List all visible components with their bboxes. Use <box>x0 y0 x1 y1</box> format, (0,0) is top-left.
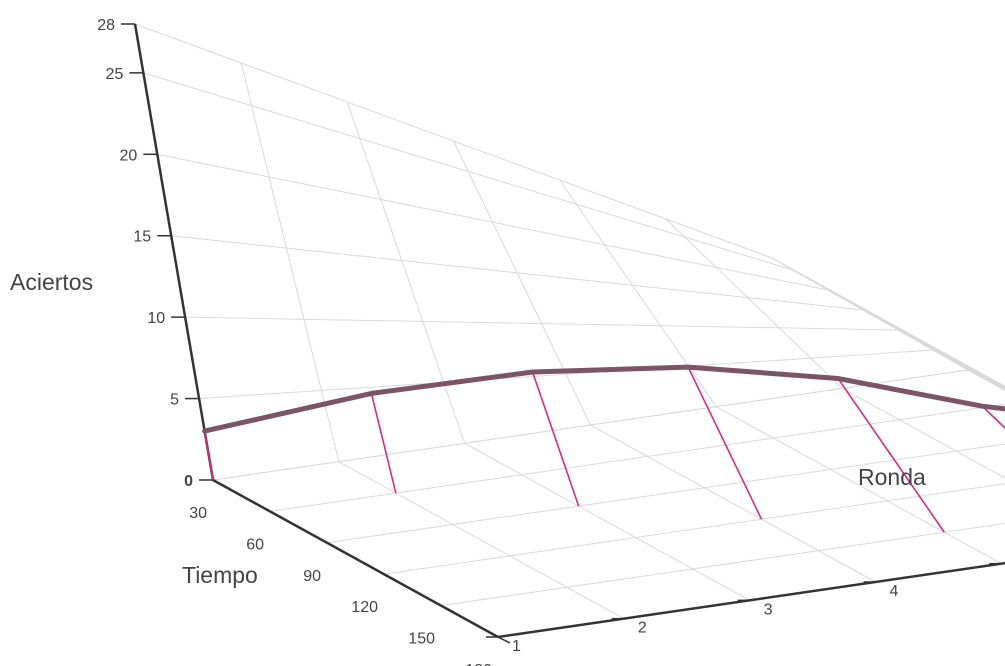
floor-grid-line <box>338 461 625 620</box>
z-tick-label: 20 <box>119 147 137 164</box>
grid-layer <box>134 23 1005 638</box>
x-tick-label: 90 <box>303 568 321 585</box>
x-tick <box>326 542 340 550</box>
y-tick-label: 3 <box>764 601 773 618</box>
series-line <box>202 364 1005 434</box>
wall-grid-line <box>346 101 466 444</box>
x-tick-label: 180 <box>465 662 492 666</box>
y-axis-title: Ronda <box>858 464 926 490</box>
z-tick-label: 15 <box>133 229 151 246</box>
drop-line-layer <box>203 366 1005 533</box>
z-axis-line <box>133 23 215 481</box>
x-tick <box>269 510 283 519</box>
x-tick-label: 150 <box>408 631 435 648</box>
x-tick-label: 60 <box>246 536 264 553</box>
drop-line <box>531 371 580 507</box>
floor-grid-line <box>590 424 876 583</box>
floor-grid-line <box>497 562 1005 638</box>
wall-grid-line <box>827 289 1005 389</box>
drop-line <box>837 378 945 533</box>
axis-layer <box>121 23 1005 644</box>
wall-grid-line <box>828 288 1005 391</box>
y-tick-label: 4 <box>890 583 899 600</box>
floor-grid-line <box>440 522 1005 607</box>
y-tick-label: 2 <box>638 620 647 637</box>
x-tick-label: 120 <box>351 599 378 616</box>
x-tick <box>383 573 397 581</box>
x-tick <box>440 604 454 613</box>
z-tick-label: 28 <box>97 17 115 34</box>
wall-grid-line <box>999 383 1005 388</box>
floor-grid-line <box>841 387 1005 479</box>
y-tick-label: 1 <box>512 638 521 655</box>
z-tick-label: 5 <box>170 392 179 409</box>
wall-grid-line <box>771 257 969 371</box>
wall-grid-line <box>453 140 591 426</box>
x-tick <box>497 636 511 644</box>
wall-grid-line <box>665 218 843 389</box>
floor-grid-line <box>464 442 750 601</box>
drop-line <box>370 393 397 494</box>
x-tick-label: 30 <box>189 505 207 522</box>
label-layer: Aciertos Tiempo Ronda 0 5 10 15 20 25 28 30 60 90… <box>10 17 926 666</box>
series-layer <box>202 364 1005 434</box>
z-tick-label: 25 <box>106 66 124 83</box>
z-tick-label: 10 <box>147 310 165 327</box>
wall-grid-line <box>942 351 1005 389</box>
z-tick-label: 0 <box>184 473 193 490</box>
drop-line <box>687 366 763 520</box>
x-tick <box>212 479 226 487</box>
floor-grid-line <box>326 443 1005 544</box>
floor-grid-line <box>716 406 1002 565</box>
x-axis-title: Tiempo <box>182 562 258 588</box>
wall-grid-line <box>885 320 1005 390</box>
z-axis-title: Aciertos <box>10 269 93 295</box>
drop-line <box>203 431 214 481</box>
wall-grid-line <box>240 62 340 462</box>
wall-grid-line <box>771 257 1005 387</box>
y-axis-line <box>497 561 1005 639</box>
